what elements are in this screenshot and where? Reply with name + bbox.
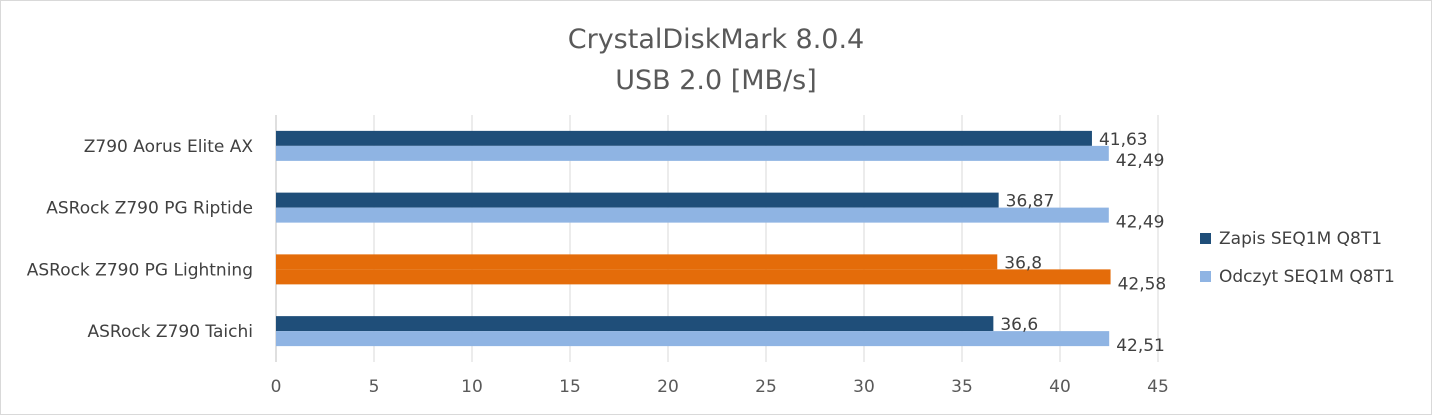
category-label: ASRock Z790 PG Lightning — [27, 260, 253, 280]
legend-swatch — [1200, 233, 1211, 244]
legend-label: Zapis SEQ1M Q8T1 — [1219, 229, 1382, 249]
x-tick-label: 10 — [461, 377, 483, 397]
category-label: Z790 Aorus Elite AX — [84, 137, 254, 157]
category-label: ASRock Z790 PG Riptide — [46, 199, 253, 219]
x-tick-label: 0 — [271, 377, 282, 397]
data-label: 36,8 — [1004, 253, 1042, 273]
legend-label: Odczyt SEQ1M Q8T1 — [1219, 267, 1395, 287]
x-tick-labels: 0 5 10 15 20 25 30 35 40 45 — [271, 377, 1169, 397]
x-tick-label: 15 — [559, 377, 581, 397]
bar-read — [276, 145, 1109, 161]
data-label: 42,49 — [1116, 151, 1165, 171]
legend-swatch — [1200, 271, 1211, 282]
bar-read — [276, 269, 1111, 285]
legend: Zapis SEQ1M Q8T1 Odczyt SEQ1M Q8T1 — [1200, 229, 1395, 287]
bar-write — [276, 192, 999, 208]
x-tick-label: 35 — [951, 377, 973, 397]
x-tick-label: 45 — [1147, 377, 1169, 397]
data-label: 36,6 — [1000, 315, 1038, 335]
x-tick-label: 20 — [657, 377, 679, 397]
chart-subtitle: USB 2.0 [MB/s] — [615, 65, 817, 96]
x-tick-label: 40 — [1049, 377, 1071, 397]
bar-write — [276, 254, 998, 270]
data-label: 42,51 — [1116, 336, 1165, 356]
x-tick-label: 5 — [369, 377, 380, 397]
chart-title: CrystalDiskMark 8.0.4 — [568, 24, 865, 55]
category-labels: Z790 Aorus Elite AX ASRock Z790 PG Riptid… — [27, 137, 254, 342]
bars — [276, 130, 1111, 347]
bar-read — [276, 207, 1109, 223]
x-tick-label: 30 — [853, 377, 875, 397]
data-label: 42,58 — [1118, 274, 1167, 294]
data-label: 42,49 — [1116, 213, 1165, 233]
bar-write — [276, 130, 1092, 146]
x-tick-label: 25 — [755, 377, 777, 397]
data-label: 41,63 — [1099, 130, 1148, 150]
category-label: ASRock Z790 Taichi — [87, 322, 253, 342]
bar-write — [276, 316, 994, 332]
bar-read — [276, 331, 1110, 347]
data-label: 36,87 — [1006, 192, 1055, 212]
